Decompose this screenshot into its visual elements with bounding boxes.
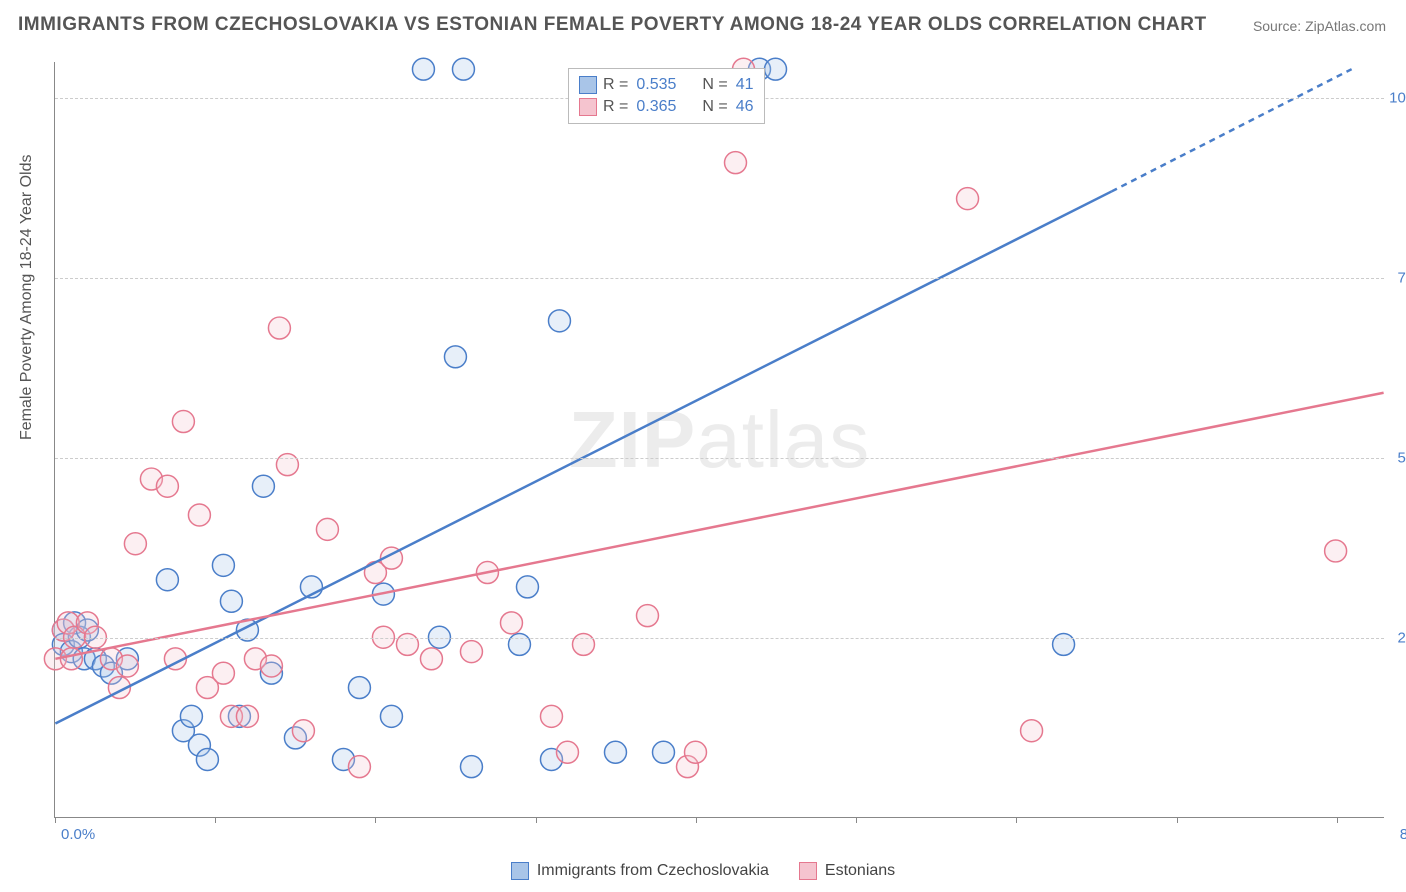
- y-tick-label: 75.0%: [1397, 270, 1406, 287]
- x-tick: [55, 817, 56, 823]
- scatter-point: [548, 310, 570, 332]
- legend-label-a: Immigrants from Czechoslovakia: [537, 862, 769, 880]
- y-axis-label: Female Poverty Among 18-24 Year Olds: [18, 155, 36, 441]
- scatter-point: [1325, 540, 1347, 562]
- scatter-point: [268, 317, 290, 339]
- scatter-point: [252, 475, 274, 497]
- scatter-point: [460, 756, 482, 778]
- scatter-point: [316, 518, 338, 540]
- scatter-point: [420, 648, 442, 670]
- scatter-point: [1021, 720, 1043, 742]
- scatter-point: [116, 655, 138, 677]
- x-tick: [1337, 817, 1338, 823]
- scatter-point: [236, 705, 258, 727]
- gridline: [55, 278, 1384, 279]
- scatter-point: [292, 720, 314, 742]
- x-tick: [696, 817, 697, 823]
- n-value-b: 46: [736, 98, 754, 116]
- x-tick: [1177, 817, 1178, 823]
- scatter-point: [637, 605, 659, 627]
- scatter-point: [180, 705, 202, 727]
- swatch-series-a: [511, 862, 529, 880]
- scatter-point: [412, 58, 434, 80]
- scatter-point: [156, 569, 178, 591]
- legend-item: Estonians: [799, 862, 895, 880]
- scatter-point: [348, 677, 370, 699]
- y-tick-label: 100.0%: [1389, 90, 1406, 107]
- x-tick: [536, 817, 537, 823]
- scatter-point: [556, 741, 578, 763]
- scatter-point: [1053, 633, 1075, 655]
- r-value-b: 0.365: [636, 98, 676, 116]
- scatter-point: [212, 554, 234, 576]
- swatch-series-b: [579, 98, 597, 116]
- trend-line-extrapolated: [1112, 69, 1352, 191]
- scatter-point: [765, 58, 787, 80]
- scatter-point: [60, 648, 82, 670]
- scatter-point: [156, 475, 178, 497]
- scatter-point: [260, 655, 282, 677]
- legend-bottom: Immigrants from Czechoslovakia Estonians: [0, 862, 1406, 880]
- scatter-point: [685, 741, 707, 763]
- x-max-label: 8.0%: [1400, 826, 1406, 843]
- legend-stats-row: R = 0.365 N = 46: [579, 96, 754, 118]
- trend-line: [55, 393, 1383, 659]
- n-value-a: 41: [736, 76, 754, 94]
- scatter-point: [188, 504, 210, 526]
- scatter-point: [380, 705, 402, 727]
- source-label: Source: ZipAtlas.com: [1253, 18, 1386, 34]
- gridline: [55, 638, 1384, 639]
- scatter-point: [460, 641, 482, 663]
- scatter-point: [516, 576, 538, 598]
- scatter-point: [957, 188, 979, 210]
- legend-label-b: Estonians: [825, 862, 895, 880]
- page-title: IMMIGRANTS FROM CZECHOSLOVAKIA VS ESTONI…: [18, 14, 1207, 36]
- n-label: N =: [702, 98, 727, 116]
- scatter-point: [508, 633, 530, 655]
- n-label: N =: [702, 76, 727, 94]
- chart-area: ZIPatlas 0.0% 8.0% 25.0%50.0%75.0%100.0%: [54, 62, 1384, 818]
- scatter-point: [348, 756, 370, 778]
- scatter-point: [396, 633, 418, 655]
- r-value-a: 0.535: [636, 76, 676, 94]
- gridline: [55, 458, 1384, 459]
- scatter-point: [500, 612, 522, 634]
- scatter-point: [604, 741, 626, 763]
- y-tick-label: 25.0%: [1397, 630, 1406, 647]
- scatter-plot: [55, 62, 1384, 817]
- y-tick-label: 50.0%: [1397, 450, 1406, 467]
- r-label: R =: [603, 76, 628, 94]
- scatter-point: [220, 590, 242, 612]
- legend-stats: R = 0.535 N = 41 R = 0.365 N = 46: [568, 68, 765, 124]
- scatter-point: [212, 662, 234, 684]
- swatch-series-b: [799, 862, 817, 880]
- x-min-label: 0.0%: [61, 826, 95, 843]
- scatter-point: [172, 411, 194, 433]
- scatter-point: [572, 633, 594, 655]
- x-tick: [215, 817, 216, 823]
- scatter-point: [725, 152, 747, 174]
- scatter-point: [540, 705, 562, 727]
- scatter-point: [653, 741, 675, 763]
- scatter-point: [452, 58, 474, 80]
- legend-item: Immigrants from Czechoslovakia: [511, 862, 769, 880]
- scatter-point: [444, 346, 466, 368]
- x-tick: [375, 817, 376, 823]
- scatter-point: [276, 454, 298, 476]
- scatter-point: [196, 748, 218, 770]
- swatch-series-a: [579, 76, 597, 94]
- legend-stats-row: R = 0.535 N = 41: [579, 74, 754, 96]
- x-tick: [856, 817, 857, 823]
- x-tick: [1016, 817, 1017, 823]
- scatter-point: [124, 533, 146, 555]
- r-label: R =: [603, 98, 628, 116]
